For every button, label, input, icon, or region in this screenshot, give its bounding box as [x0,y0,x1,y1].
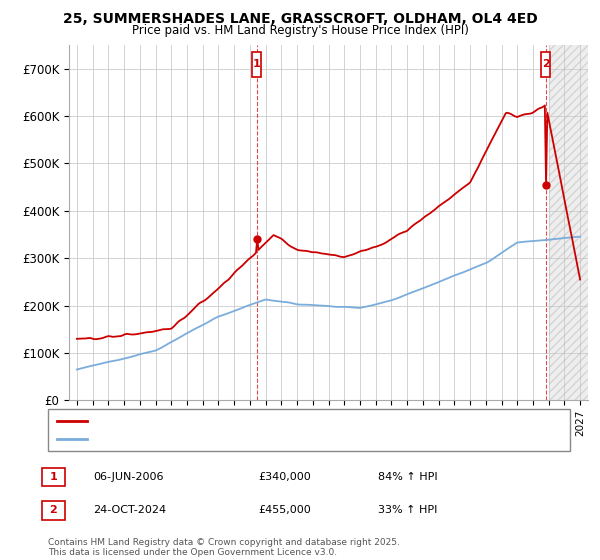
Text: HPI: Average price, detached house, Oldham: HPI: Average price, detached house, Oldh… [93,434,327,444]
Text: £455,000: £455,000 [258,505,311,515]
Text: Contains HM Land Registry data © Crown copyright and database right 2025.
This d: Contains HM Land Registry data © Crown c… [48,538,400,557]
Text: 33% ↑ HPI: 33% ↑ HPI [378,505,437,515]
Text: 24-OCT-2024: 24-OCT-2024 [93,505,166,515]
Text: 2: 2 [50,505,57,515]
Bar [548,45,588,400]
Text: 25, SUMMERSHADES LANE, GRASSCROFT, OLDHAM, OL4 4ED (detached house): 25, SUMMERSHADES LANE, GRASSCROFT, OLDHA… [93,417,507,426]
Bar [253,52,261,77]
Text: 1: 1 [50,472,57,482]
Bar [548,45,588,400]
Text: 84% ↑ HPI: 84% ↑ HPI [378,472,437,482]
Text: Price paid vs. HM Land Registry's House Price Index (HPI): Price paid vs. HM Land Registry's House … [131,24,469,36]
Text: 2: 2 [542,59,550,69]
Text: 1: 1 [253,59,260,69]
Text: £340,000: £340,000 [258,472,311,482]
Text: 06-JUN-2006: 06-JUN-2006 [93,472,163,482]
Text: 25, SUMMERSHADES LANE, GRASSCROFT, OLDHAM, OL4 4ED: 25, SUMMERSHADES LANE, GRASSCROFT, OLDHA… [62,12,538,26]
Bar [541,52,550,77]
